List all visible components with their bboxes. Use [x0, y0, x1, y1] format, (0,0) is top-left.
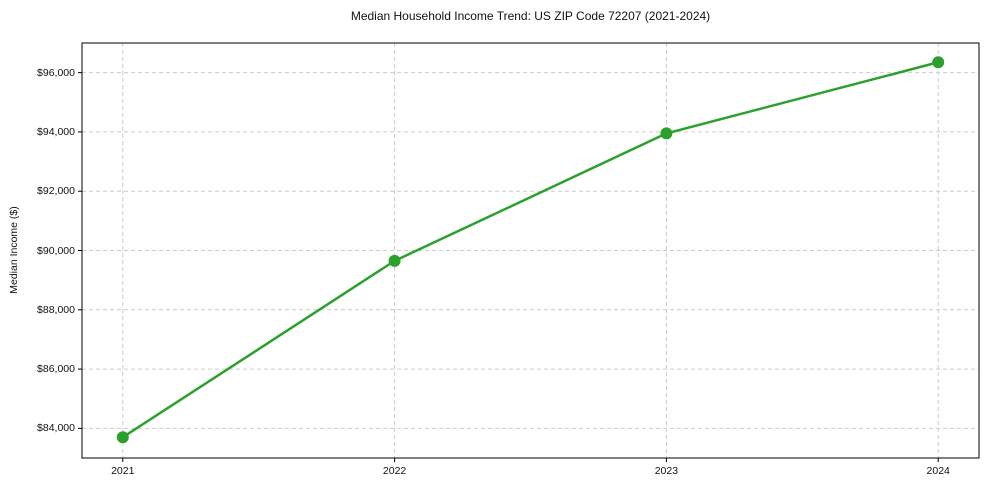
y-tick-label: $86,000 [37, 363, 75, 376]
x-tick-label: 2023 [654, 465, 679, 477]
x-tick-label: 2021 [111, 465, 135, 477]
data-point-marker [388, 254, 401, 267]
y-tick-label: $94,000 [37, 125, 75, 138]
y-tick-label: $90,000 [37, 244, 75, 257]
data-point-marker [116, 431, 129, 444]
plot-border [81, 42, 980, 459]
data-point-marker [932, 56, 945, 69]
y-tick-label: $92,000 [37, 185, 75, 198]
chart-title: Median Household Income Trend: US ZIP Co… [350, 9, 711, 23]
data-point-marker [660, 127, 673, 140]
x-tick-label: 2024 [926, 465, 950, 477]
income-trend-line [121, 61, 940, 439]
y-tick-label: $88,000 [37, 303, 75, 316]
x-tick-label: 2022 [382, 465, 407, 477]
y-tick-label: $84,000 [37, 422, 75, 435]
y-tick-label: $96,000 [37, 66, 75, 79]
